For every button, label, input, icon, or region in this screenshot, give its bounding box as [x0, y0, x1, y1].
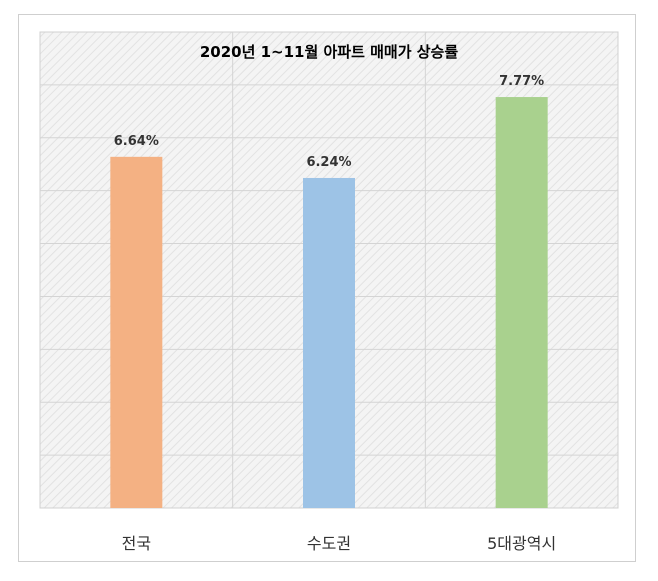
category-label-1: 전국 [122, 534, 151, 553]
data-labels: 6.64% 6.24% 7.77% [114, 74, 544, 170]
data-label-1: 6.64% [114, 134, 159, 149]
category-label-3: 5대광역시 [487, 534, 556, 553]
bars [110, 97, 548, 508]
bar-1 [110, 156, 163, 508]
data-label-2: 6.24% [306, 155, 351, 170]
category-labels: 전국 수도권 5대광역시 [122, 534, 557, 553]
data-label-3: 7.77% [499, 74, 544, 89]
chart-title: 2020년 1~11월 아파트 매매가 상승률 [200, 43, 459, 61]
bar-3 [495, 97, 548, 508]
bar-2 [303, 177, 355, 508]
category-label-2: 수도권 [307, 534, 351, 553]
